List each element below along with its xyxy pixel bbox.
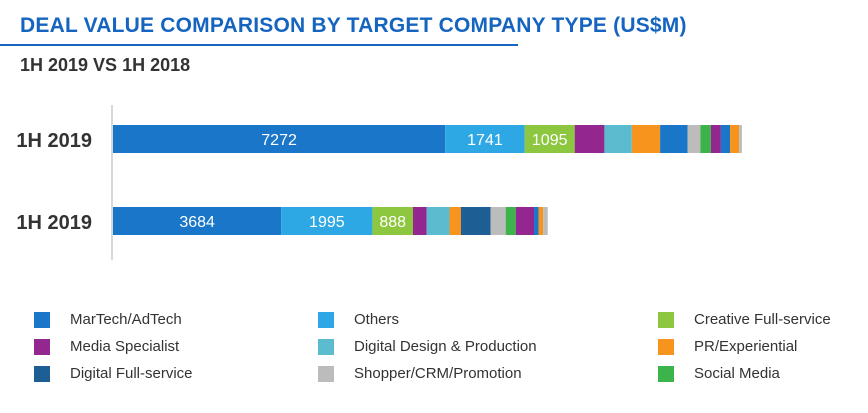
bar-segment (113, 207, 282, 235)
legend-label: Creative Full-service (694, 311, 831, 328)
bar-segment (538, 207, 544, 235)
bar-segment (113, 125, 446, 153)
legend-item: Creative Full-service (658, 311, 831, 328)
legend-item: Social Media (658, 365, 780, 382)
chart-subtitle: 1H 2019 VS 1H 2018 (20, 55, 191, 75)
bar-segment (720, 125, 731, 153)
bar-segment (543, 207, 548, 235)
data-label: 3684 (179, 214, 215, 231)
bar-segment (710, 125, 721, 153)
legend-label: Social Media (694, 365, 780, 382)
legend-swatch (658, 365, 674, 382)
category-label: 1H 2019 (16, 130, 92, 152)
bar-segment (449, 207, 461, 235)
legend-swatch (318, 311, 334, 328)
bar-segment (515, 207, 535, 235)
legend-label: Digital Full-service (70, 365, 193, 382)
data-label: 1995 (309, 214, 345, 231)
legend-item: MarTech/AdTech (34, 311, 182, 328)
bar-segment (604, 125, 632, 153)
legend-label: Others (354, 311, 400, 328)
legend-item: Digital Design & Production (318, 338, 537, 355)
bar-segment (490, 207, 506, 235)
bar-segment (505, 207, 516, 235)
legend-label: Media Specialist (70, 338, 180, 355)
legend-swatch (658, 311, 674, 328)
bar-segment (426, 207, 450, 235)
legend-item: Others (318, 311, 399, 328)
bar-segment (631, 125, 661, 153)
legend-swatch (34, 311, 50, 328)
title-underline (0, 44, 518, 46)
data-label: 1741 (467, 132, 503, 149)
stacked-bar-chart: 1H 2019 7272 1741 1095 1H 2019 3684 1995 888 (16, 105, 742, 260)
legend-label: Shopper/CRM/Promotion (354, 365, 522, 382)
legend-item: Media Specialist (34, 338, 179, 355)
bar-segment (574, 125, 605, 153)
bar-segment (534, 207, 539, 235)
data-label: 7272 (261, 132, 297, 149)
legend-swatch (658, 338, 674, 355)
legend-label: MarTech/AdTech (70, 311, 182, 328)
bar-segment (372, 207, 413, 235)
legend-item: PR/Experiential (658, 338, 797, 355)
legend-label: PR/Experiential (694, 338, 798, 355)
legend-item: Digital Full-service (34, 365, 193, 382)
bar-segment (445, 125, 525, 153)
legend-swatch (34, 365, 50, 382)
bar-segment (687, 125, 701, 153)
bar-segment (281, 207, 373, 235)
bar-segment (412, 207, 427, 235)
legend-label: Digital Design & Production (354, 338, 537, 355)
data-label: 888 (379, 214, 406, 231)
legend-swatch (318, 338, 334, 355)
data-label: 1095 (532, 132, 568, 149)
chart-title: DEAL VALUE COMPARISON BY TARGET COMPANY … (20, 14, 687, 37)
legend-swatch (318, 365, 334, 382)
category-label: 1H 2019 (16, 212, 92, 234)
bar-segment (524, 125, 575, 153)
bar-segment (739, 125, 742, 153)
bar-segment (660, 125, 688, 153)
legend-item: Shopper/CRM/Promotion (318, 365, 522, 382)
legend-swatch (34, 338, 50, 355)
bar-segment (730, 125, 740, 153)
bar-segment (700, 125, 711, 153)
bar-segment (460, 207, 491, 235)
